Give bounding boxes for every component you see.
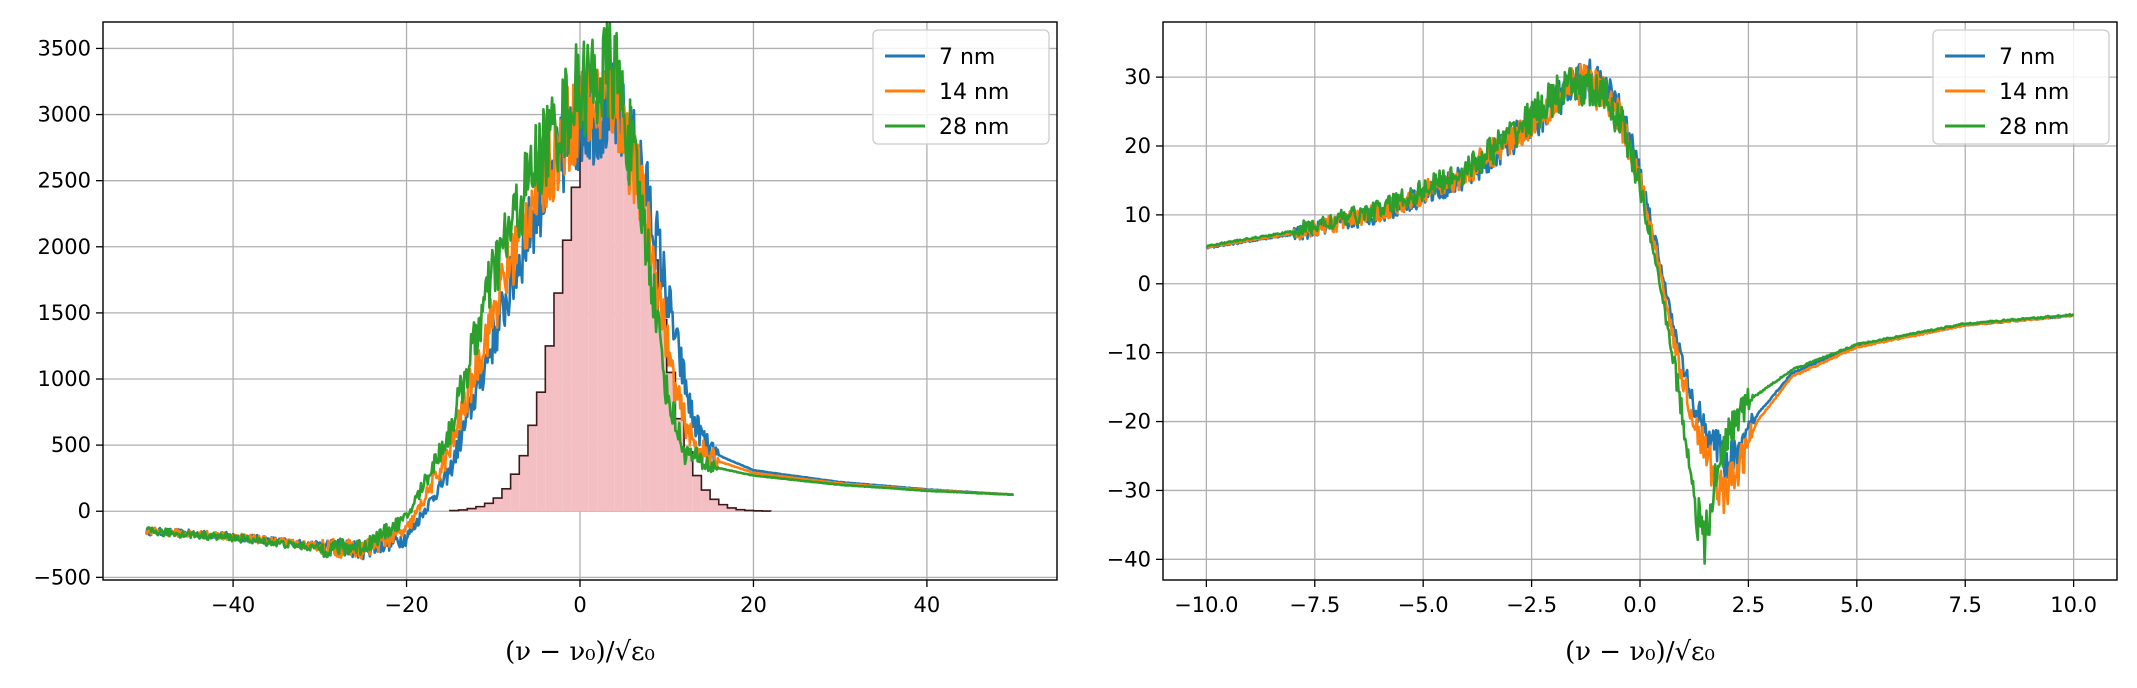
left-x-tick-label: 20	[740, 593, 767, 617]
left-legend: 7 nm 14 nm 28 nm	[872, 29, 1050, 145]
legend-entry: 28 nm	[939, 115, 1009, 140]
left-x-tick-label: 40	[914, 593, 941, 617]
histogram-bar	[632, 154, 641, 512]
histogram-bar	[701, 490, 711, 512]
histogram-bar	[727, 507, 737, 512]
right-y-tick-label: 0	[1138, 272, 1151, 296]
right-legend-box	[1932, 29, 2110, 145]
left-y-tick-label: −500	[33, 565, 91, 589]
histogram-bar	[666, 372, 676, 512]
histogram-bar	[536, 392, 546, 512]
right-y-tick-label: −40	[1107, 547, 1151, 571]
right-x-tick-label: 5.0	[1840, 593, 1873, 617]
left-series-lines	[145, 21, 1015, 561]
left-legend-box	[872, 29, 1050, 145]
right-y-tick-label: 20	[1124, 134, 1151, 158]
right-y-tick-label: 10	[1124, 203, 1151, 227]
histogram-bar	[501, 488, 511, 512]
right-chart: −10.0 −7.5 −5.0 −2.5 0.0 2.5 5.0 7.5 10.0 −40 −30 −…	[1107, 21, 2118, 667]
right-ticks: −10.0 −7.5 −5.0 −2.5 0.0 2.5 5.0 7.5 10.0 −40 −30 −…	[1107, 65, 2097, 617]
series-line-28-nm	[1205, 66, 2075, 565]
left-y-tick-label: 0	[78, 499, 91, 523]
legend-entry: 14 nm	[939, 80, 1009, 105]
left-x-tick-label: 0	[573, 593, 586, 617]
histogram-bar	[614, 107, 624, 512]
histogram-bar	[519, 455, 528, 512]
histogram-bar	[571, 187, 580, 512]
histogram-bar	[692, 475, 702, 512]
left-y-tick-label: 500	[51, 433, 91, 457]
right-x-tick-label: −2.5	[1506, 593, 1557, 617]
legend-entry: 28 nm	[1999, 115, 2069, 140]
right-x-tick-label: −5.0	[1398, 593, 1449, 617]
histogram-bar	[553, 293, 563, 512]
right-x-tick-label: 7.5	[1949, 593, 1982, 617]
histogram-bar	[684, 451, 693, 512]
histogram-bar	[580, 141, 589, 512]
histogram-bar	[484, 503, 494, 512]
legend-entry: 7 nm	[939, 45, 995, 70]
histogram-bar	[606, 101, 615, 512]
right-x-axis-label: (ν − ν₀)/√ε₀	[1565, 637, 1715, 667]
left-x-tick-label: −40	[211, 593, 255, 617]
histogram-bar	[675, 418, 685, 512]
histogram-bar	[527, 425, 537, 512]
histogram-bar	[545, 345, 554, 512]
right-series-lines	[1205, 58, 2075, 565]
left-y-tick-label: 3500	[38, 36, 91, 60]
histogram-bar	[640, 200, 650, 512]
histogram-bar	[623, 121, 633, 512]
left-y-tick-label: 1000	[38, 367, 91, 391]
right-y-tick-label: 30	[1124, 65, 1151, 89]
histogram-bar	[718, 504, 728, 512]
histogram-bar	[493, 498, 502, 512]
histogram-bar	[562, 240, 572, 512]
left-y-tick-label: 2000	[38, 235, 91, 259]
right-legend: 7 nm 14 nm 28 nm	[1932, 29, 2110, 145]
right-y-tick-label: −10	[1107, 341, 1151, 365]
histogram-bar	[649, 260, 659, 512]
legend-entry: 7 nm	[1999, 45, 2055, 70]
histogram-bar	[658, 319, 667, 512]
left-ticks: −40 −20 0 20 40 −500 0 500 1000 1500 2000 2500 3000 3…	[33, 36, 940, 617]
histogram-bar	[475, 506, 485, 512]
histogram-bar	[510, 474, 520, 512]
left-x-axis-label: (ν − ν₀)/√ε₀	[505, 637, 655, 667]
right-x-tick-label: −7.5	[1289, 593, 1340, 617]
right-x-tick-label: 2.5	[1732, 593, 1765, 617]
left-y-tick-label: 1500	[38, 301, 91, 325]
left-x-tick-label: −20	[384, 593, 428, 617]
histogram-bar	[467, 508, 476, 512]
right-y-tick-label: −30	[1107, 478, 1151, 502]
series-line-28-nm	[145, 21, 1015, 559]
right-x-tick-label: 10.0	[2050, 593, 2097, 617]
right-x-tick-label: 0.0	[1623, 593, 1656, 617]
histogram-bar	[597, 107, 607, 512]
left-y-tick-label: 2500	[38, 169, 91, 193]
right-y-tick-label: −20	[1107, 410, 1151, 434]
left-chart: −40 −20 0 20 40 −500 0 500 1000 1500 2000 2500 3000 3…	[33, 21, 1058, 667]
legend-entry: 14 nm	[1999, 80, 2069, 105]
left-histogram	[449, 100, 772, 512]
left-y-tick-label: 3000	[38, 103, 91, 127]
right-x-tick-label: −10.0	[1174, 593, 1238, 617]
histogram-bar	[588, 114, 598, 512]
histogram-bar	[710, 499, 719, 512]
